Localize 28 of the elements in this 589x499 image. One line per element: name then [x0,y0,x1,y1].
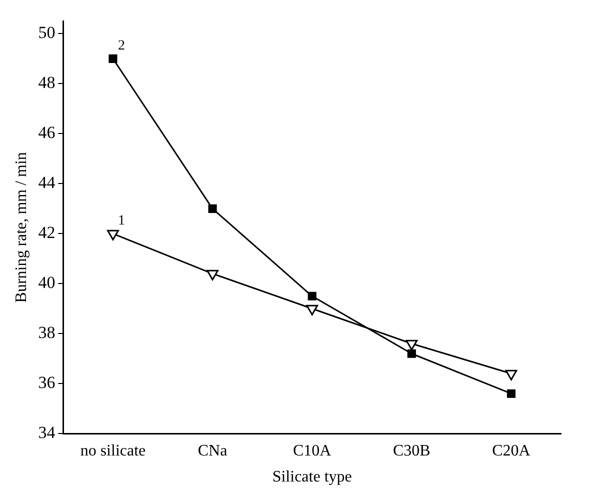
y-tick-label: 38 [38,323,56,342]
y-tick-label: 36 [38,373,56,392]
x-tick-label: C10A [292,442,332,460]
y-tick-label: 46 [38,123,56,142]
point [208,204,217,213]
point [108,54,118,63]
y-axis-title: Burning rate, mm / min [12,152,30,303]
point [308,292,316,300]
y-tick-label: 44 [38,173,56,192]
y-tick-label: 48 [38,73,56,92]
y-tick-label: 50 [38,23,56,42]
y-tick-label: 42 [38,223,56,242]
x-tick-label: C20A [492,442,531,460]
y-tick-label: 40 [38,273,56,292]
point [505,370,518,380]
point [107,230,119,240]
point [206,270,218,280]
y-tick-label: 34 [38,423,56,442]
point [407,349,416,358]
series-label: 2 [118,38,125,54]
point [306,304,318,316]
point [506,389,516,398]
x-tick-label: C30B [392,442,430,460]
x-axis-title: Silicate type [272,468,352,486]
series-label: 1 [118,213,125,228]
x-tick-label: no silicate [80,442,146,460]
point [406,340,418,350]
x-tick-label: CNa [198,442,228,460]
